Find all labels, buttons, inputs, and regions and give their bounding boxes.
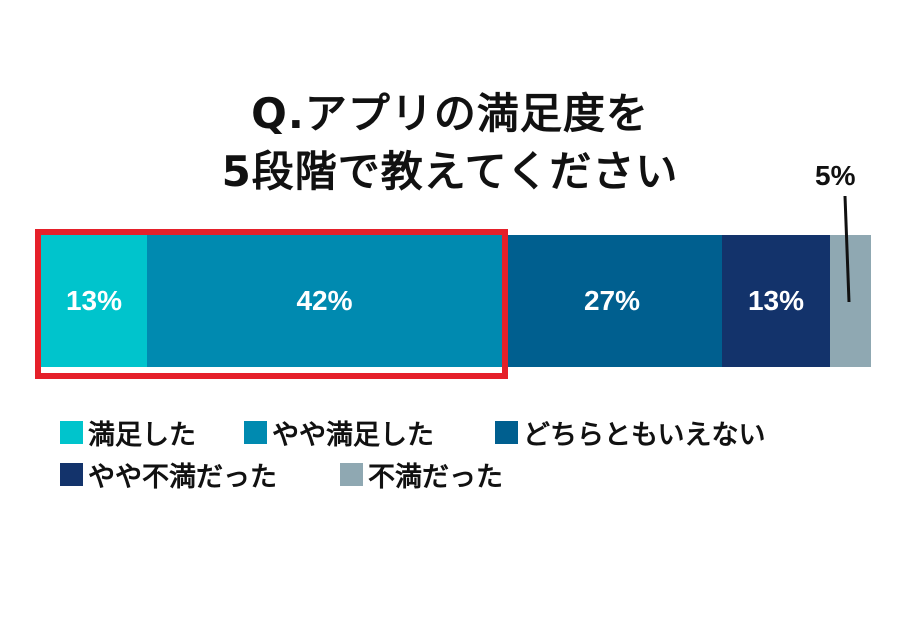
legend-swatch: [244, 421, 267, 444]
segment-label: 13%: [747, 285, 805, 316]
chart-title-line-2: 5段階で教えてください: [221, 147, 679, 196]
legend-label: 満足した: [88, 420, 196, 451]
legend-item-somewhat-dissatisfied: やや不満だった: [60, 455, 277, 494]
segment-label: 27%: [583, 285, 641, 316]
stacked-bar: 13% 42% 27% 13%: [41, 235, 871, 367]
legend-label: やや満足した: [272, 420, 434, 451]
segment-somewhat-dissatisfied: 13%: [722, 235, 830, 367]
chart-title-line-1: Q.アプリの満足度を: [251, 89, 649, 138]
callout-label-dissatisfied: 5%: [815, 160, 856, 191]
segment-satisfied: 13%: [41, 235, 147, 367]
legend-item-satisfied: 満足した: [60, 413, 196, 452]
legend-label: 不満だった: [368, 462, 503, 493]
segment-somewhat-satisfied: 42%: [147, 235, 502, 367]
legend-item-neutral: どちらともいえない: [495, 413, 765, 452]
legend-item-somewhat-satisfied: やや満足した: [244, 413, 434, 452]
segment-label: 42%: [296, 285, 353, 316]
legend-swatch: [60, 421, 83, 444]
segment-neutral: 27%: [502, 235, 722, 367]
legend-swatch: [495, 421, 518, 444]
segment-dissatisfied: [830, 235, 871, 367]
legend-label: やや不満だった: [88, 462, 277, 493]
legend-swatch: [60, 463, 83, 486]
legend-item-dissatisfied: 不満だった: [340, 455, 503, 494]
legend-swatch: [340, 463, 363, 486]
segment-label: 13%: [65, 285, 123, 316]
legend-label: どちらともいえない: [523, 420, 766, 451]
